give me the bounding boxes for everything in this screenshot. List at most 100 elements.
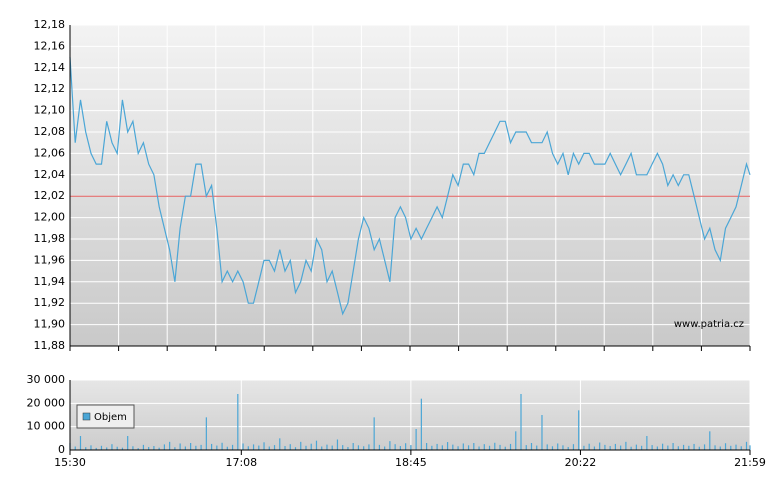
y-tick-label: 12,02 <box>34 189 66 202</box>
volume-bar <box>509 443 512 450</box>
volume-bar <box>363 446 365 450</box>
y-tick-label: 12,12 <box>34 82 66 95</box>
volume-bar <box>599 442 601 450</box>
volume-bar <box>289 444 291 450</box>
volume-bar <box>169 441 171 450</box>
volume-bar <box>604 444 606 450</box>
volume-bar <box>724 443 727 450</box>
volume-bar <box>357 445 360 450</box>
x-tick-label: 15:30 <box>54 456 86 469</box>
y-tick-label: 12,00 <box>34 211 66 224</box>
volume-bar <box>242 443 244 450</box>
volume-bar <box>85 447 87 450</box>
y-tick-label: 20 000 <box>27 396 66 409</box>
volume-bar <box>190 443 192 450</box>
volume-bar <box>394 444 396 450</box>
volume-bar <box>698 446 700 450</box>
volume-bar <box>436 443 438 450</box>
y-tick-label: 30 000 <box>27 373 66 386</box>
volume-bar <box>258 445 260 450</box>
volume-bar <box>79 436 82 450</box>
volume-bar <box>237 394 239 450</box>
volume-bar <box>111 444 113 450</box>
y-tick-label: 11,92 <box>34 296 66 309</box>
volume-bar <box>745 441 748 450</box>
y-tick-label: 11,88 <box>34 339 66 352</box>
y-tick-label: 12,18 <box>34 18 66 31</box>
volume-bar <box>630 446 632 450</box>
legend-box <box>76 404 135 429</box>
volume-bar <box>300 441 302 450</box>
volume-bar <box>179 443 181 450</box>
volume-bar <box>95 447 97 450</box>
volume-bar <box>142 444 145 450</box>
x-tick-label: 17:08 <box>225 456 257 469</box>
plots: 11,88 11,90 11,92 11,94 11,96 11,98 12,00 12,02… <box>27 18 766 469</box>
volume-bar <box>714 445 716 450</box>
volume-bar <box>279 438 281 450</box>
volume-bar <box>567 446 569 450</box>
volume-bar <box>452 444 454 450</box>
volume-bar <box>352 443 354 450</box>
volume-bar <box>677 446 679 450</box>
volume-bar <box>541 415 543 450</box>
y-tick-label: 12,04 <box>34 168 66 181</box>
volume-bar <box>347 446 349 450</box>
volume-bar <box>536 445 538 450</box>
volume-bar <box>336 439 339 450</box>
y-tick-label: 11,94 <box>34 275 66 288</box>
volume-bar <box>515 431 517 450</box>
volume-bar <box>384 446 386 450</box>
volume-bar <box>682 444 685 450</box>
volume-bar <box>672 443 674 450</box>
x-tick-label: 20:22 <box>565 456 597 469</box>
y-tick-label: 11,98 <box>34 232 66 245</box>
y-tick-label: 12,06 <box>34 146 66 159</box>
volume-bar <box>273 445 276 450</box>
x-tick-label: 18:45 <box>395 456 427 469</box>
volume-bar <box>389 441 391 450</box>
volume-bar <box>646 436 648 450</box>
volume-bar <box>609 446 611 450</box>
volume-bar <box>342 445 344 450</box>
y-tick-label: 12,16 <box>34 39 66 52</box>
y-tick-label: 12,10 <box>34 104 66 117</box>
volume-bar <box>399 446 401 450</box>
volume-bar <box>231 444 234 450</box>
volume-bar <box>583 445 585 450</box>
volume-bar <box>735 444 737 450</box>
volume-bar <box>127 436 129 450</box>
x-tick-label: 21:59 <box>734 456 766 469</box>
volume-bar <box>90 445 92 450</box>
volume-bar <box>719 446 721 450</box>
volume-bar <box>410 445 412 450</box>
y-tick-label: 11,90 <box>34 318 66 331</box>
volume-bar <box>268 446 270 450</box>
volume-bar <box>326 444 328 450</box>
volume-bar <box>132 446 134 450</box>
volume-bar <box>614 443 616 450</box>
volume-bar <box>588 443 590 450</box>
volume-bar <box>121 447 124 450</box>
volume-bar <box>216 445 218 450</box>
y-tick-label: 11,96 <box>34 253 66 266</box>
volume-bar <box>478 446 480 450</box>
volume-bar <box>321 446 323 450</box>
volume-bar <box>457 446 459 450</box>
volume-bar <box>494 442 496 450</box>
volume-bar <box>420 398 422 450</box>
volume-bar <box>210 443 213 450</box>
volume-bar <box>467 445 470 450</box>
volume-bar <box>294 447 297 450</box>
volume-bar <box>504 446 506 450</box>
volume-bar <box>378 444 381 450</box>
volume-bar <box>174 447 176 450</box>
volume-bar <box>252 444 255 450</box>
volume-bar <box>593 446 596 450</box>
volume-bar <box>446 442 449 450</box>
volume-bar <box>315 440 318 450</box>
legend-label: Objem <box>94 412 127 423</box>
volume-bar <box>551 446 554 450</box>
volume-bar <box>557 443 559 450</box>
